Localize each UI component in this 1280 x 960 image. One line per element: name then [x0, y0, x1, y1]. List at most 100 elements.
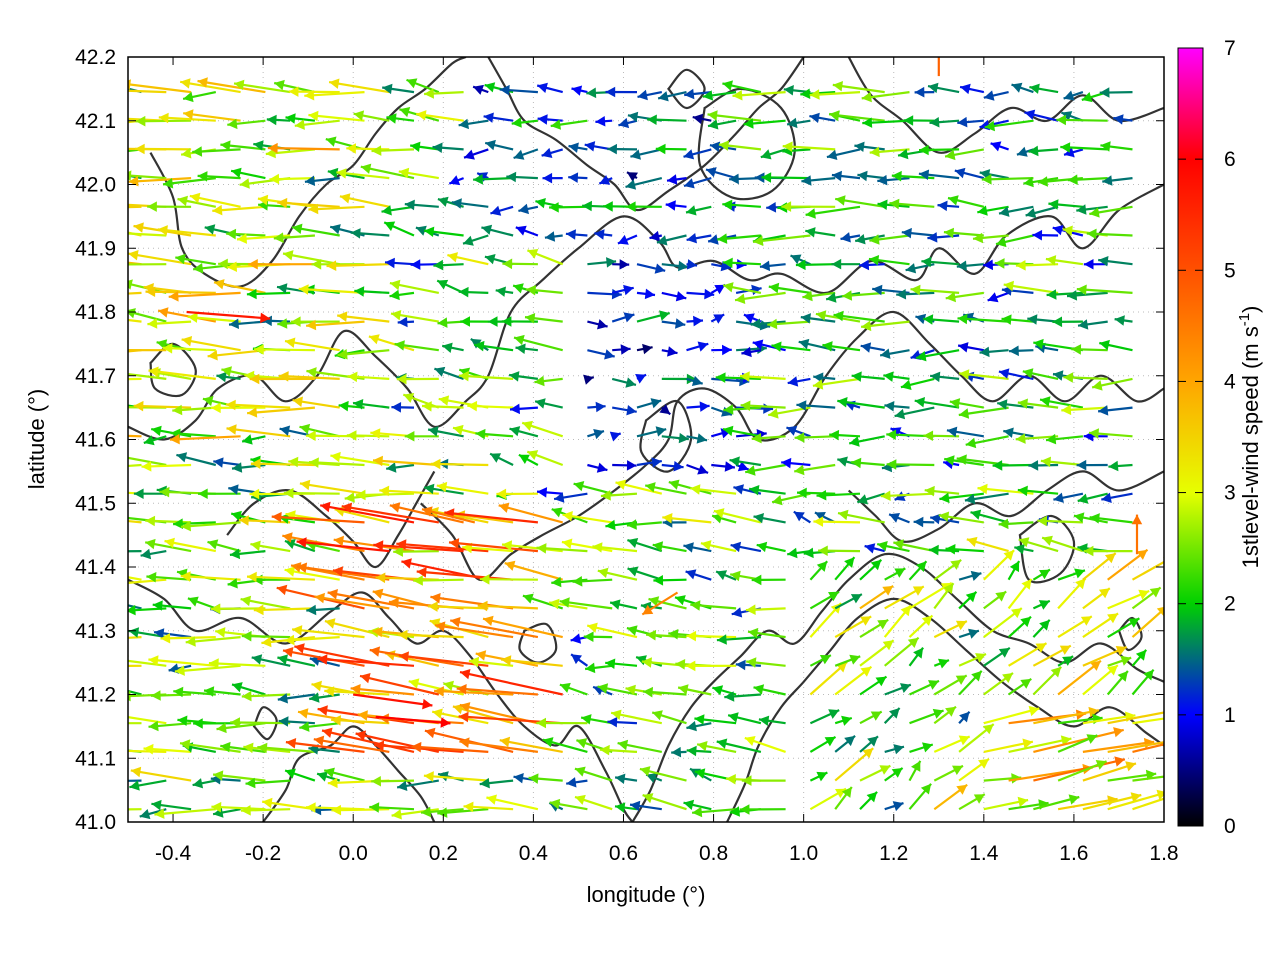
wind-arrow [856, 492, 886, 505]
arrow-head [299, 479, 311, 491]
arrow-head [527, 450, 539, 460]
arrow-shaft [1107, 791, 1164, 811]
arrow-head [583, 374, 594, 385]
arrow-head [506, 171, 517, 183]
wind-arrow [460, 316, 489, 327]
wind-arrow [212, 770, 266, 782]
wind-arrow-strong [1131, 514, 1143, 555]
arrow-shaft [180, 574, 241, 581]
arrow-head [970, 509, 982, 520]
arrow-head [898, 148, 909, 160]
arrow-head [460, 669, 471, 680]
wind-arrow [1107, 741, 1164, 753]
arrow-head [964, 493, 976, 505]
arrow-head [665, 200, 676, 211]
arrow-head [913, 647, 924, 659]
arrow-shaft [128, 659, 167, 667]
wind-arrow [291, 625, 365, 639]
arrow-head [360, 163, 372, 174]
arrow-head [198, 488, 208, 499]
wind-arrow [192, 146, 241, 157]
arrow-head [357, 710, 368, 721]
wind-arrow [128, 664, 142, 668]
wind-arrow [506, 171, 538, 183]
wind-arrow [933, 735, 971, 753]
arrow-shaft [128, 491, 142, 495]
wind-arrow [833, 310, 885, 323]
arrow-head [615, 773, 626, 784]
wind-arrow [571, 85, 588, 96]
wind-arrow [686, 433, 708, 444]
arrow-head [915, 313, 927, 325]
arrow-head [355, 730, 367, 741]
arrow-head [651, 457, 662, 468]
arrow-head [474, 340, 485, 352]
wind-arrow [661, 373, 697, 385]
arrow-head [304, 90, 315, 101]
wind-arrow [434, 686, 514, 697]
arrow-head [916, 561, 927, 572]
arrow-head [241, 805, 251, 816]
wind-arrow [140, 548, 167, 560]
wind-arrow [884, 801, 904, 812]
wind-arrow [834, 665, 873, 696]
wind-arrow [154, 808, 216, 819]
arrow-head [959, 369, 970, 380]
arrow-head [1052, 316, 1063, 328]
arrow-head [625, 179, 637, 190]
arrow-head [237, 233, 247, 244]
arrow-shaft [250, 462, 315, 467]
arrow-head [1089, 207, 1100, 218]
wind-arrow [228, 318, 266, 329]
arrow-head [658, 91, 669, 102]
arrow-head [828, 591, 839, 602]
arrow-head [115, 228, 125, 239]
wind-arrow [1039, 396, 1084, 409]
arrow-head [525, 313, 536, 324]
wind-arrow [135, 115, 192, 127]
arrow-shaft [181, 338, 241, 352]
wind-arrow [979, 346, 1009, 358]
arrow-head [1038, 600, 1050, 610]
wind-arrow [958, 710, 971, 724]
arrow-head [983, 90, 995, 101]
arrow-head [692, 806, 703, 818]
wind-arrow [216, 371, 241, 383]
arrow-head [831, 170, 842, 182]
wind-arrow [834, 615, 872, 639]
arrow-head [346, 143, 356, 154]
arrow-head [829, 429, 840, 441]
arrow-head [185, 636, 196, 647]
wind-arrow [834, 654, 861, 667]
arrow-head [141, 461, 152, 472]
wind-arrow [1037, 515, 1083, 527]
arrow-head [436, 481, 448, 493]
wind-arrow [834, 747, 874, 782]
arrow-head [107, 144, 117, 155]
arrow-head [1039, 619, 1050, 631]
arrow-head [133, 488, 144, 499]
wind-arrow [308, 203, 365, 215]
arrow-shaft [145, 290, 216, 294]
arrow-head [594, 229, 605, 240]
arrow-shaft [128, 749, 167, 753]
wind-arrow [308, 457, 365, 468]
wind-arrow [1071, 344, 1108, 355]
wind-arrow [612, 405, 637, 416]
arrow-head [787, 547, 798, 559]
wind-arrow [711, 261, 732, 272]
wind-arrow [809, 709, 840, 725]
colorbar-tick-label: 3 [1224, 482, 1236, 505]
wind-arrow [595, 116, 613, 127]
arrow-head [945, 544, 956, 555]
arrow-head [160, 633, 171, 644]
wind-arrow [328, 78, 390, 94]
wind-arrow [317, 654, 415, 667]
arrow-head [994, 258, 1005, 269]
arrow-head [1136, 549, 1148, 560]
colorbar-tick-label: 2 [1224, 593, 1236, 616]
arrow-head [458, 118, 469, 130]
wind-arrow [389, 279, 440, 294]
arrow-head [606, 257, 617, 268]
arrow-head [684, 88, 695, 100]
